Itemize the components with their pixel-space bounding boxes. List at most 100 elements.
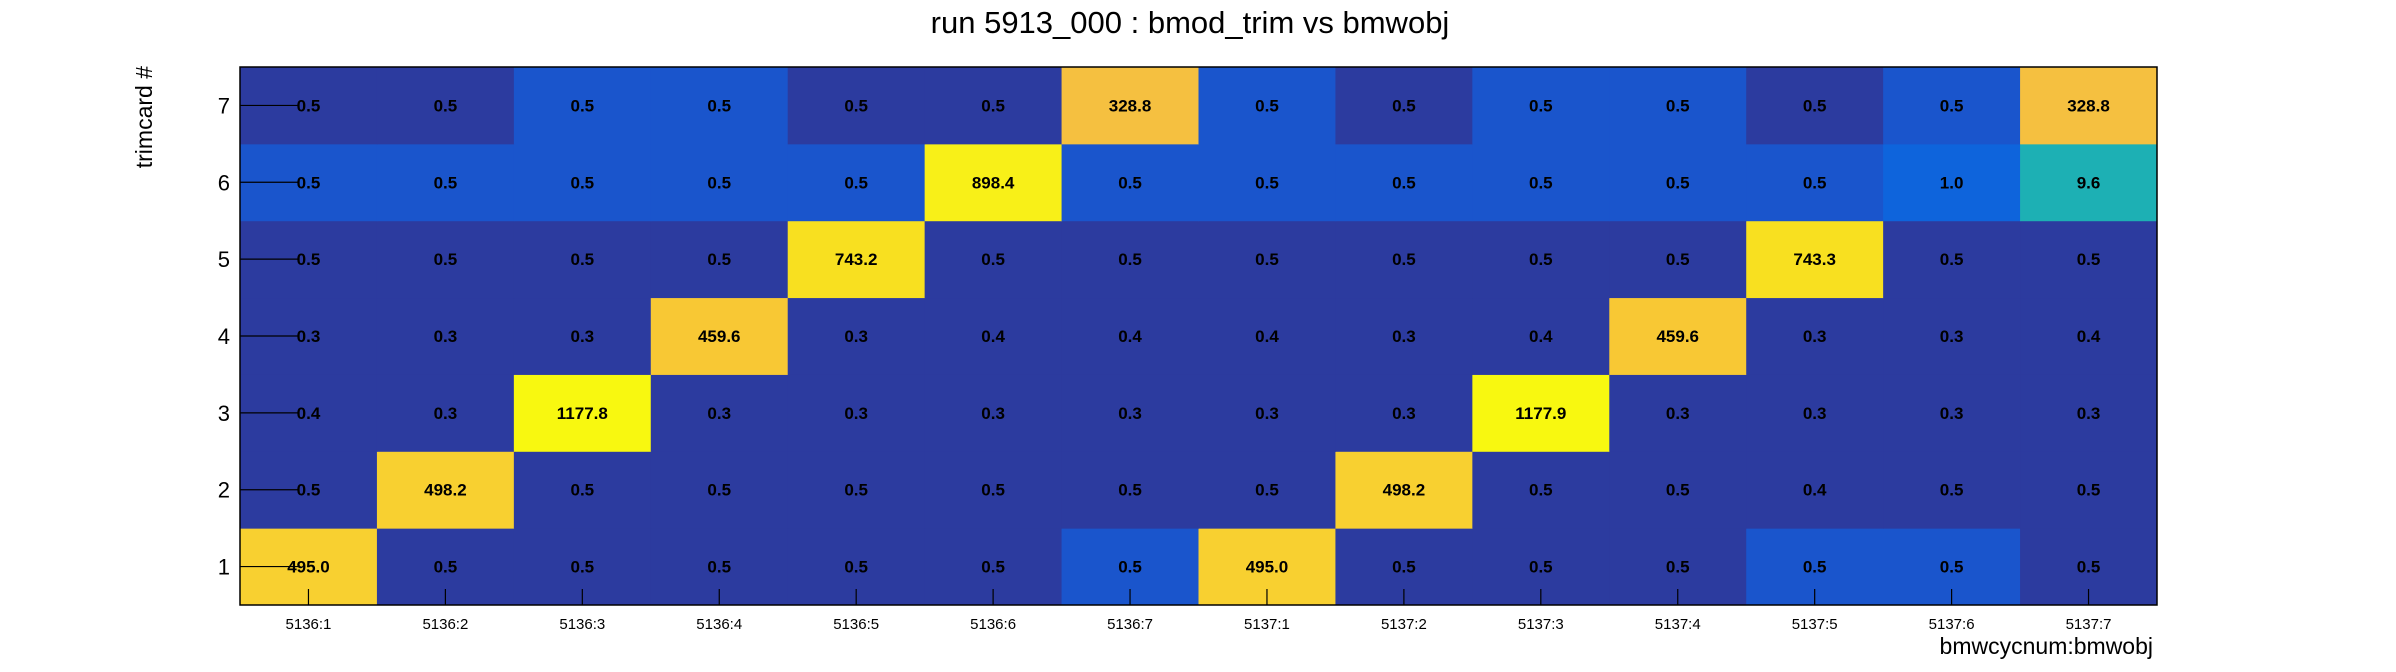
heatmap-cell bbox=[1609, 374, 1747, 452]
cell-value-label: 0.3 bbox=[1392, 327, 1416, 346]
cell-value-label: 0.3 bbox=[981, 404, 1005, 423]
cell-value-label: 0.5 bbox=[1803, 558, 1827, 577]
cell-value-label: 0.5 bbox=[1392, 96, 1416, 115]
heatmap-cell bbox=[513, 374, 652, 452]
heatmap-cell bbox=[1472, 220, 1610, 299]
x-tick-label: 5137:5 bbox=[1792, 616, 1838, 633]
heatmap-cell bbox=[1198, 297, 1336, 375]
x-tick-label: 5137:2 bbox=[1381, 616, 1427, 633]
cell-value-label: 0.5 bbox=[434, 558, 458, 577]
heatmap-cell bbox=[1472, 143, 1610, 222]
cell-value-label: 0.5 bbox=[297, 173, 321, 192]
heatmap-cell bbox=[1198, 220, 1336, 299]
x-tick-label: 5137:4 bbox=[1655, 616, 1701, 633]
heatmap-cell bbox=[1198, 143, 1336, 222]
cell-value-label: 0.3 bbox=[1255, 404, 1279, 423]
heatmap-cell bbox=[2020, 451, 2158, 529]
heatmap-cell bbox=[1472, 297, 1610, 375]
cell-value-label: 0.5 bbox=[1529, 173, 1553, 192]
cell-value-label: 328.8 bbox=[2067, 96, 2110, 115]
x-tick-label: 5136:7 bbox=[1107, 616, 1153, 633]
heatmap-cell bbox=[376, 143, 515, 222]
heatmap-cell bbox=[1061, 143, 1199, 222]
x-tick-label: 5137:3 bbox=[1518, 616, 1564, 633]
heatmap-cell bbox=[1061, 297, 1199, 375]
heatmap-cell bbox=[1335, 67, 1473, 145]
cell-value-label: 0.5 bbox=[1529, 96, 1553, 115]
cell-value-label: 0.5 bbox=[2077, 558, 2101, 577]
cell-value-label: 0.5 bbox=[1118, 250, 1142, 269]
heatmap-cell bbox=[376, 67, 515, 145]
heatmap-cell bbox=[650, 67, 789, 145]
heatmap-cell bbox=[650, 220, 789, 299]
heatmap-cell bbox=[1609, 220, 1747, 299]
heatmap-cell bbox=[1746, 67, 1884, 145]
cell-value-label: 0.4 bbox=[1803, 481, 1827, 500]
heatmap-cell bbox=[1061, 220, 1199, 299]
cell-value-label: 0.4 bbox=[1255, 327, 1279, 346]
x-tick-label: 5137:7 bbox=[2066, 616, 2112, 633]
heatmap-cells: 495.0 0.5 0.5 0.5 0.5 0.5 0.5 495.0 0.5 0.5 0.5 0.5… bbox=[240, 67, 2158, 606]
heatmap-cell bbox=[1198, 67, 1336, 145]
cell-value-label: 0.5 bbox=[1255, 96, 1279, 115]
heatmap-cell bbox=[1198, 451, 1336, 529]
cell-value-label: 0.5 bbox=[1666, 250, 1690, 269]
y-tick-label: 7 bbox=[218, 93, 230, 118]
cell-value-label: 743.2 bbox=[835, 250, 878, 269]
cell-value-label: 0.5 bbox=[844, 481, 868, 500]
cell-value-label: 0.3 bbox=[1940, 327, 1964, 346]
cell-value-label: 0.3 bbox=[707, 404, 731, 423]
heatmap-cell bbox=[2020, 67, 2158, 145]
cell-value-label: 0.5 bbox=[844, 96, 868, 115]
heatmap-cell bbox=[1472, 451, 1610, 529]
x-tick-label: 5136:5 bbox=[833, 616, 879, 633]
cell-value-label: 0.5 bbox=[2077, 481, 2101, 500]
cell-value-label: 0.5 bbox=[571, 250, 595, 269]
cell-value-label: 0.5 bbox=[1803, 96, 1827, 115]
heatmap-cell bbox=[1609, 67, 1747, 145]
heatmap-cell bbox=[513, 451, 652, 529]
cell-value-label: 0.5 bbox=[1392, 250, 1416, 269]
heatmap-cell bbox=[1609, 143, 1747, 222]
heatmap-cell bbox=[2020, 297, 2158, 375]
y-tick-label: 5 bbox=[218, 247, 230, 272]
cell-value-label: 0.5 bbox=[1529, 250, 1553, 269]
x-tick-label: 5136:3 bbox=[559, 616, 605, 633]
heatmap-cell bbox=[513, 67, 652, 145]
heatmap-cell bbox=[1472, 67, 1610, 145]
cell-value-label: 498.2 bbox=[424, 481, 467, 500]
cell-value-label: 0.5 bbox=[1529, 558, 1553, 577]
heatmap-cell bbox=[376, 374, 515, 452]
heatmap-cell bbox=[1883, 220, 2021, 299]
cell-value-label: 0.3 bbox=[844, 327, 868, 346]
cell-value-label: 0.5 bbox=[1118, 481, 1142, 500]
cell-value-label: 495.0 bbox=[287, 558, 330, 577]
cell-value-label: 0.5 bbox=[707, 558, 731, 577]
heatmap-cell bbox=[924, 451, 1063, 529]
heatmap-cell bbox=[787, 220, 926, 299]
heatmap-cell bbox=[1061, 374, 1199, 452]
heatmap-cell bbox=[1061, 67, 1199, 145]
y-tick-label: 2 bbox=[218, 478, 230, 503]
cell-value-label: 0.4 bbox=[2077, 327, 2101, 346]
heatmap-cell bbox=[2020, 143, 2158, 222]
cell-value-label: 0.5 bbox=[707, 96, 731, 115]
heatmap-cell bbox=[924, 297, 1063, 375]
cell-value-label: 0.5 bbox=[981, 96, 1005, 115]
heatmap-cell bbox=[650, 297, 789, 375]
cell-value-label: 0.5 bbox=[571, 481, 595, 500]
heatmap-cell bbox=[1746, 143, 1884, 222]
cell-value-label: 0.5 bbox=[1803, 173, 1827, 192]
x-tick-label: 5136:4 bbox=[696, 616, 742, 633]
x-tick-label: 5136:2 bbox=[422, 616, 468, 633]
y-tick-label: 1 bbox=[218, 555, 230, 580]
heatmap-cell bbox=[513, 297, 652, 375]
cell-value-label: 0.5 bbox=[2077, 250, 2101, 269]
cell-value-label: 1.0 bbox=[1940, 173, 1964, 192]
cell-value-label: 0.5 bbox=[1255, 481, 1279, 500]
cell-value-label: 0.5 bbox=[1940, 250, 1964, 269]
heatmap-cell bbox=[924, 67, 1063, 145]
heatmap-cell bbox=[650, 143, 789, 222]
heatmap-cell bbox=[1061, 451, 1199, 529]
